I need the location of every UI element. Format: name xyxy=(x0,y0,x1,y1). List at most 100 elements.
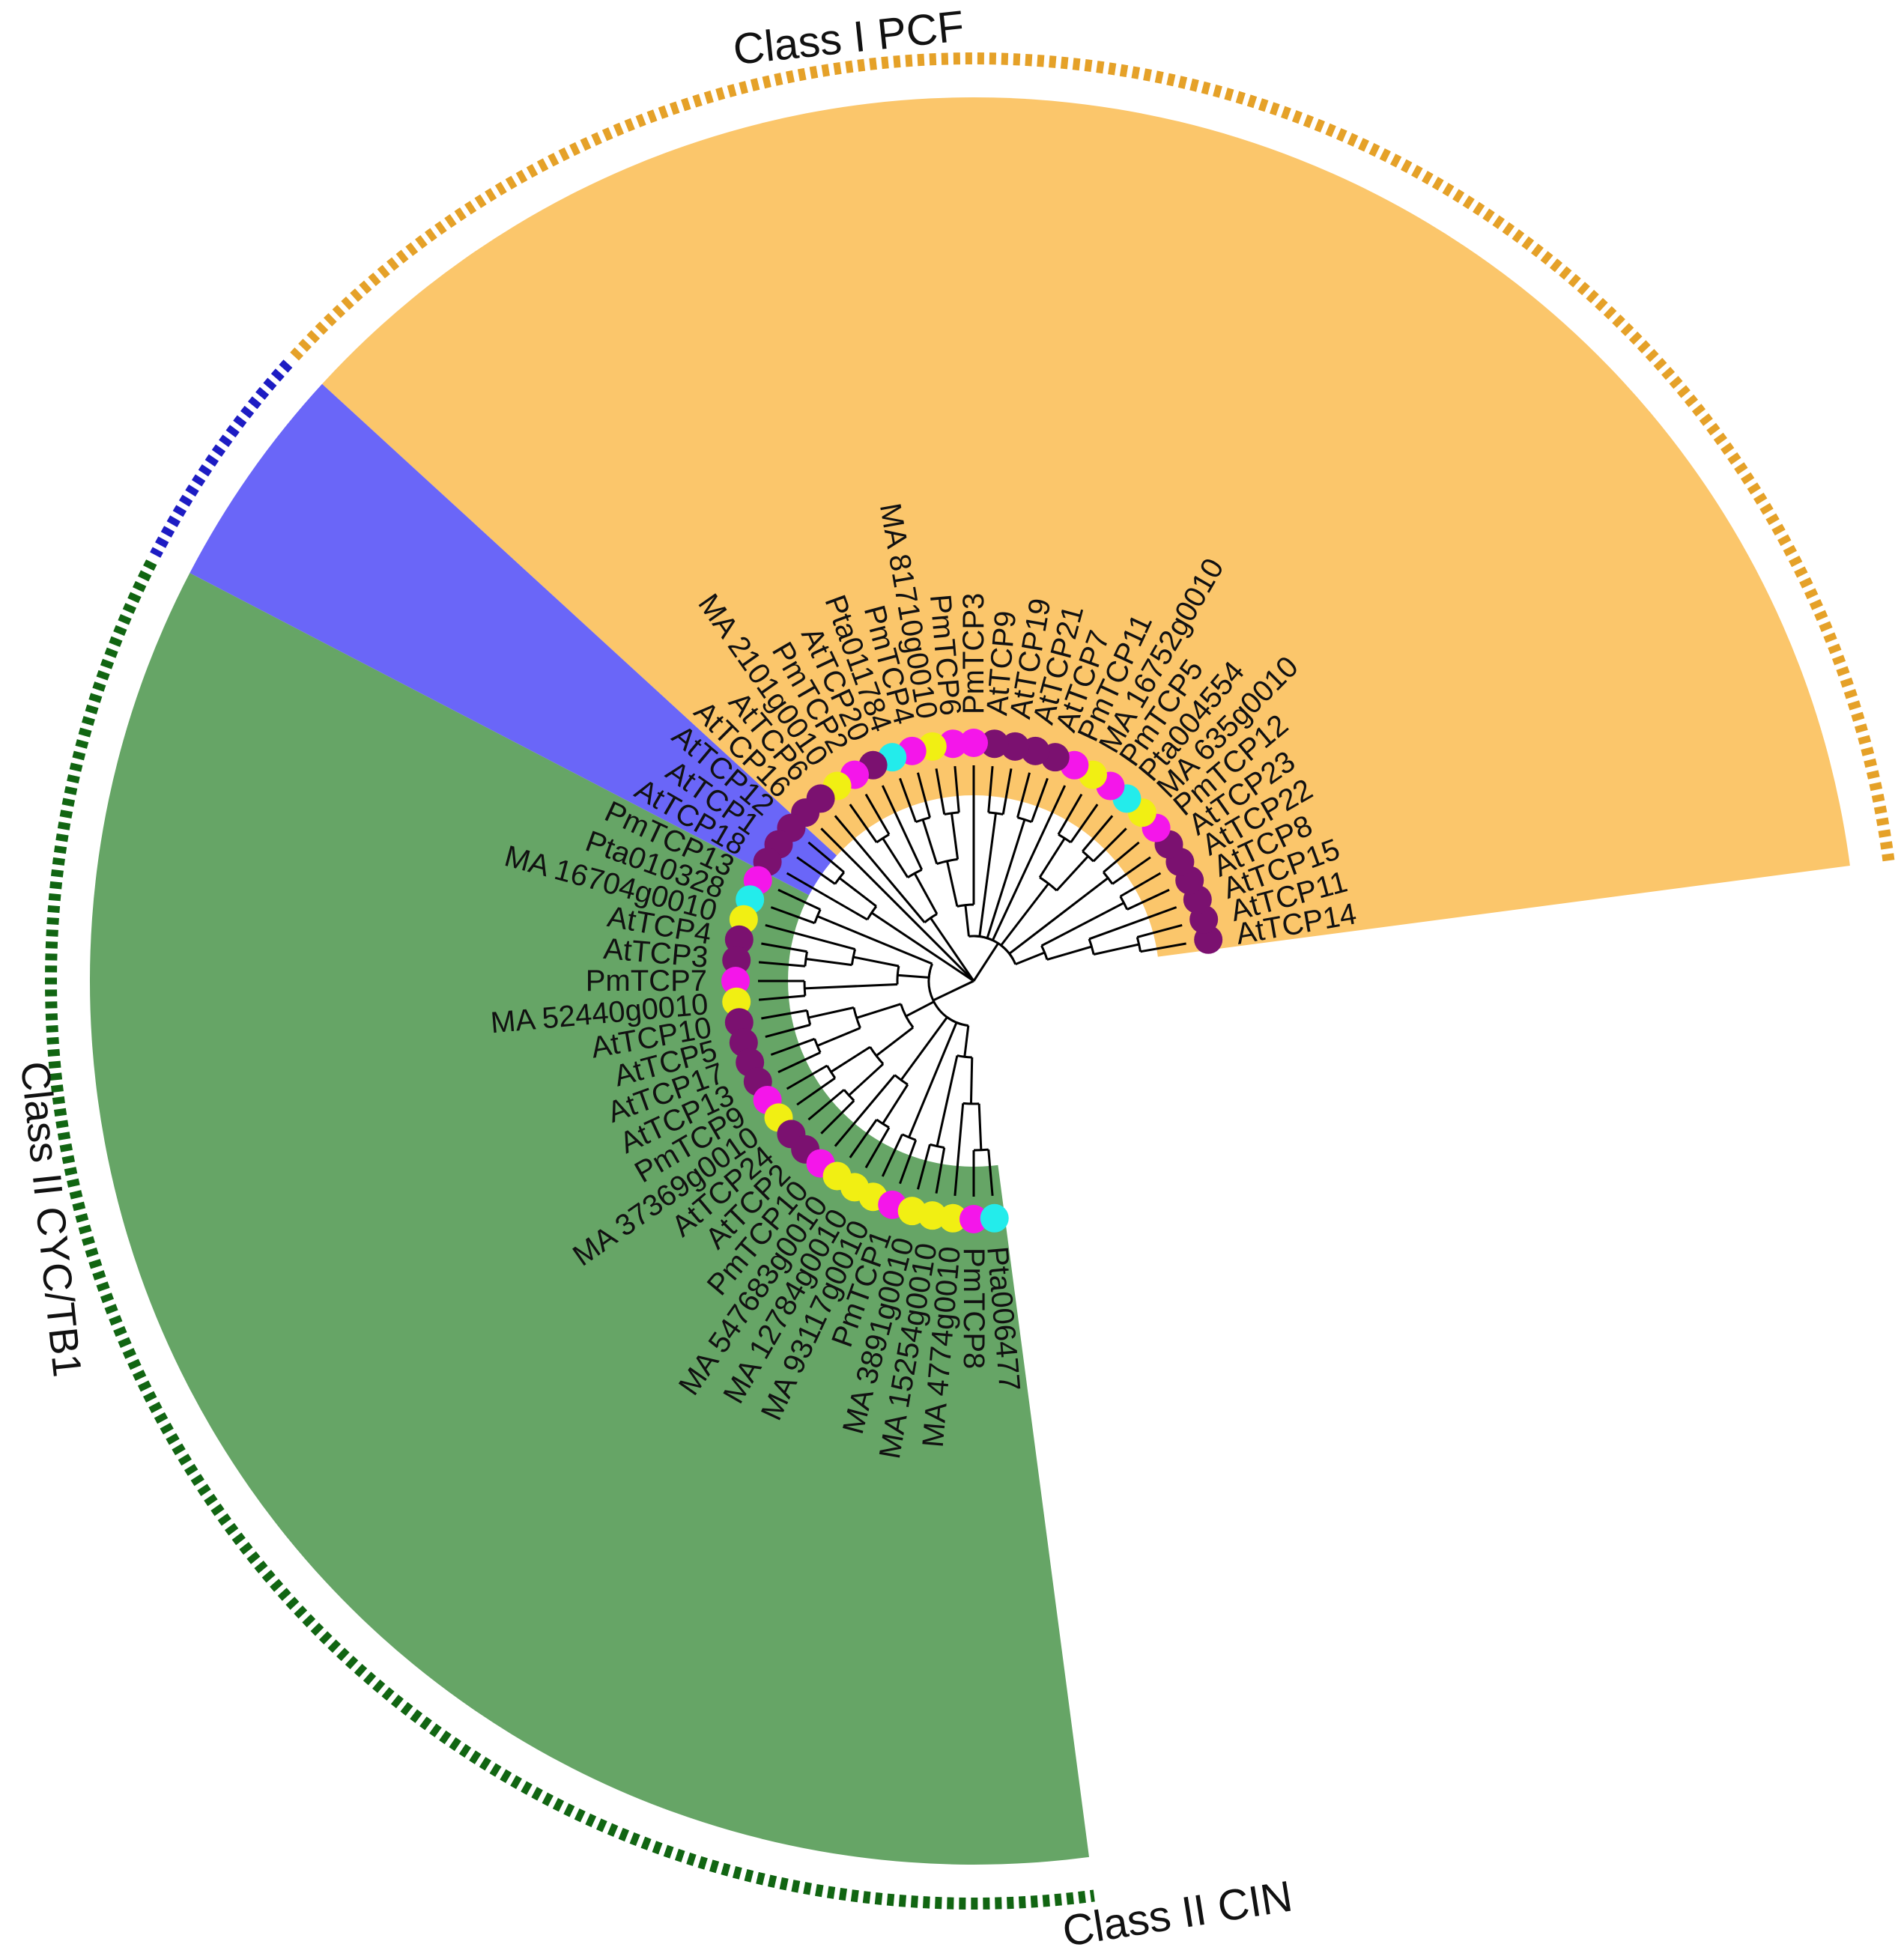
branch-line-87 xyxy=(897,974,930,979)
branch-line-92 xyxy=(805,958,852,967)
leaf-dot-pmtcp7 xyxy=(721,967,750,995)
branch-line-124 xyxy=(900,1016,948,1081)
branch-line-15 xyxy=(1040,902,1125,947)
branch-line-110 xyxy=(770,1037,816,1056)
branch-line-96 xyxy=(804,982,898,990)
branch-line-146 xyxy=(977,1103,983,1150)
branch-line-130 xyxy=(864,1126,891,1169)
leaf-dot-ma-4774g0010 xyxy=(939,1203,968,1233)
ring-class-i-pcf xyxy=(288,52,1895,862)
branch-line-136 xyxy=(899,1139,918,1185)
leaf-markers xyxy=(721,729,1223,1233)
branch-line-145 xyxy=(953,1103,965,1197)
leaf-dot-attcp3 xyxy=(722,946,751,975)
branch-line-74 xyxy=(838,877,877,908)
branch-line-32 xyxy=(1057,793,1083,836)
branch-line-85 xyxy=(777,888,821,911)
branch-line-47 xyxy=(987,765,994,813)
branch-line-149 xyxy=(987,1149,994,1197)
branch-line-118 xyxy=(848,1063,885,1096)
branch-line-116 xyxy=(786,1064,828,1090)
branch-line-68 xyxy=(864,793,891,836)
branch-line-126 xyxy=(834,1074,896,1147)
branch-line-8 xyxy=(1046,945,1092,961)
branch-line-107 xyxy=(765,1024,811,1038)
branch-line-83 xyxy=(816,915,933,965)
branch-line-46 xyxy=(1001,768,1013,815)
branch-line-79 xyxy=(933,979,974,1002)
leaf-labels: AtTCP14AtTCP11AtTCP15AtTCP8AtTCP22AtTCP2… xyxy=(489,501,1359,1462)
sector-class-i-pcf xyxy=(322,97,1850,982)
branch-line-55 xyxy=(953,765,960,813)
branch-line-40 xyxy=(1030,777,1049,823)
branch-line-14 xyxy=(1088,906,1177,941)
branch-line-44 xyxy=(978,813,997,937)
branch-line-72 xyxy=(870,911,974,982)
branch-line-13 xyxy=(1136,924,1183,938)
branch-line-56 xyxy=(935,768,946,815)
branch-line-29 xyxy=(1038,837,1066,878)
branch-line-108 xyxy=(816,1027,861,1047)
branch-arc-144 xyxy=(962,1102,980,1105)
branch-arc-9 xyxy=(1088,938,1095,955)
branch-line-10 xyxy=(1093,943,1139,956)
branch-line-141 xyxy=(917,1143,931,1190)
branch-line-18 xyxy=(1119,872,1162,898)
branch-line-121 xyxy=(820,1099,855,1135)
branch-line-117 xyxy=(796,1077,836,1106)
branch-line-86 xyxy=(770,906,816,925)
branch-line-111 xyxy=(777,1051,821,1074)
branch-line-100 xyxy=(905,1000,935,1018)
clade-sectors xyxy=(89,97,1850,1865)
branch-arc-43 xyxy=(968,935,980,938)
branch-line-137 xyxy=(963,1025,970,1057)
branch-line-135 xyxy=(881,1134,903,1177)
branch-line-41 xyxy=(1016,772,1031,818)
branch-line-142 xyxy=(935,1147,946,1194)
branch-line-22 xyxy=(1103,841,1140,873)
branch-line-91 xyxy=(765,924,855,951)
clade-dash-ring xyxy=(45,52,1895,1910)
leaf-label-pmtcp8: PmTCP8 xyxy=(957,1248,990,1369)
branch-line-120 xyxy=(807,1089,845,1121)
branch-line-70 xyxy=(834,815,926,923)
branch-arc-97 xyxy=(803,980,807,996)
branch-line-112 xyxy=(875,1026,914,1057)
branch-line-12 xyxy=(1140,942,1186,953)
ring-class-ii-cyc xyxy=(150,359,293,558)
branch-line-28 xyxy=(1082,815,1114,852)
branch-line-102 xyxy=(856,1003,902,1019)
branch-line-51 xyxy=(946,860,959,907)
branch-line-35 xyxy=(991,785,1067,941)
branch-line-23 xyxy=(1000,882,1050,947)
branch-line-53 xyxy=(951,813,959,860)
branch-line-95 xyxy=(758,961,805,968)
branch-line-76 xyxy=(807,841,845,873)
leaf-dot-pmtcp3 xyxy=(959,729,988,757)
branch-line-66 xyxy=(882,837,909,878)
branch-line-31 xyxy=(1070,804,1099,843)
branch-line-59 xyxy=(917,772,931,818)
branch-line-139 xyxy=(936,1055,959,1146)
branch-line-21 xyxy=(1112,856,1151,885)
branch-line-99 xyxy=(758,994,805,1001)
branch-line-19 xyxy=(1008,877,1109,955)
branch-arc-101 xyxy=(900,1003,915,1029)
branch-line-106 xyxy=(761,1009,807,1020)
clade-label-class-ii-cin: Class II CIN xyxy=(1059,1871,1296,1953)
branch-line-114 xyxy=(830,1045,871,1073)
leaf-dot-attcp9 xyxy=(980,729,1009,759)
sector-class-ii-cin xyxy=(89,573,1090,1865)
branch-line-104 xyxy=(808,1006,855,1019)
leaf-dot-pta006477 xyxy=(980,1203,1009,1233)
tree-branches xyxy=(758,765,1186,1197)
branch-line-78 xyxy=(786,872,868,921)
branch-line-65 xyxy=(881,785,924,870)
branch-line-48 xyxy=(964,905,970,937)
branch-line-71 xyxy=(820,827,975,982)
branch-line-17 xyxy=(1127,888,1170,911)
branch-line-133 xyxy=(908,1021,958,1138)
branch-line-89 xyxy=(852,956,900,968)
branch-line-0 xyxy=(972,942,999,982)
branch-arc-147 xyxy=(973,1148,989,1152)
